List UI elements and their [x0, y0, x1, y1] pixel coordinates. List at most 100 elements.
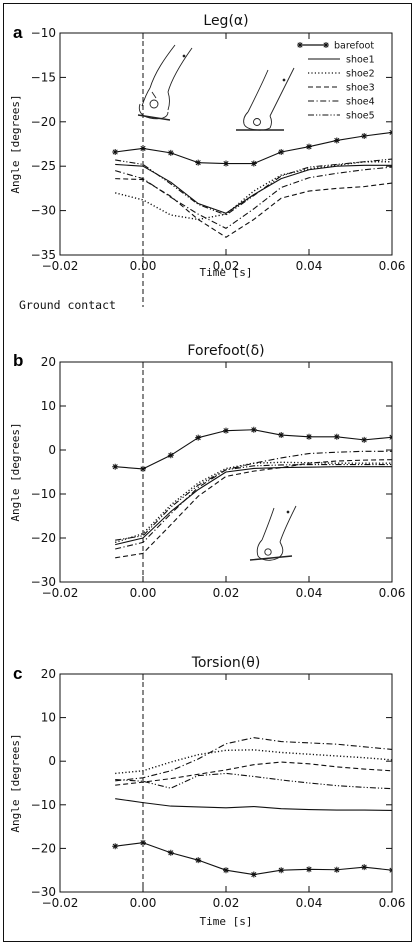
x-axis-label: Time [s]: [200, 915, 253, 928]
star-marker: [278, 867, 285, 874]
plot-area-frame: [59, 32, 393, 256]
legend-entry-shoe4: shoe4: [308, 97, 375, 108]
y-tick-label: −20: [31, 841, 56, 855]
legend-label: shoe4: [346, 97, 375, 108]
x-tick-label: 0.00: [130, 586, 157, 600]
x-tick-label: 0.04: [296, 896, 323, 910]
series-line-shoe3: [115, 459, 392, 559]
star-marker: [223, 427, 229, 434]
y-tick-label: −30: [31, 575, 56, 589]
panel-letter: b: [13, 351, 23, 370]
legend-marker-star: [323, 42, 329, 48]
x-tick-label: 0.06: [379, 896, 406, 910]
series-line-shoe2: [114, 461, 392, 544]
star-marker: [112, 148, 119, 155]
y-tick-label: 10: [41, 711, 56, 725]
y-tick-label: 0: [48, 443, 56, 457]
series-line-shoe5: [115, 158, 392, 216]
leg-sketch-drawing: [137, 44, 193, 121]
series-line-shoe4: [115, 166, 392, 229]
y-axis-label: Angle [degrees]: [9, 94, 22, 193]
star-marker: [389, 867, 392, 874]
legend-entry-shoe2: shoe2: [308, 69, 375, 80]
y-tick-label: −15: [31, 70, 56, 84]
star-marker: [140, 465, 146, 472]
series-line-shoe4: [115, 737, 392, 782]
x-tick-label: 0.00: [130, 896, 157, 910]
star-marker: [140, 145, 146, 152]
y-tick-label: 0: [48, 754, 56, 768]
x-tick-label: 0.04: [296, 586, 323, 600]
star-marker: [306, 143, 312, 150]
plot-area-frame: [59, 673, 393, 893]
series-line-shoe4: [115, 450, 392, 550]
panel-b: b Forefoot(δ) Angle [degrees] −0.02 0.00 0…: [9, 343, 405, 600]
star-marker: [223, 867, 229, 874]
y-axis-label: Angle [degrees]: [9, 733, 22, 832]
star-marker: [333, 433, 340, 440]
star-marker: [306, 866, 312, 873]
series-line-shoe1: [115, 163, 392, 214]
star-marker: [389, 129, 392, 136]
legend-label: shoe3: [346, 83, 375, 94]
star-marker: [278, 432, 285, 439]
panel-letter: c: [13, 664, 22, 683]
y-tick-label: 10: [41, 399, 56, 413]
star-marker: [250, 871, 257, 878]
legend-entry-barefoot: barefoot: [297, 41, 374, 52]
legend-label: shoe2: [346, 69, 375, 80]
legend-label: shoe5: [346, 111, 375, 122]
y-tick-label: −20: [31, 115, 56, 129]
star-marker: [333, 137, 340, 144]
star-marker: [112, 463, 119, 470]
x-axis-label: Time [s]: [200, 266, 253, 279]
star-marker: [250, 426, 257, 433]
figure-frame: [3, 3, 412, 942]
series-line-shoe5: [115, 463, 392, 541]
star-marker: [140, 839, 146, 846]
star-marker: [112, 843, 119, 850]
y-tick-label: −25: [31, 159, 56, 173]
panel-a: a Leg(α) Time [s] Angle [degrees] Ground…: [9, 13, 405, 312]
axis-ticks: −0.02 0.00 0.02 0.04 0.06−10−15−20−25−30−35: [31, 26, 406, 273]
axis-ticks: −0.02 0.00 0.02 0.04 0.06 20 10 0 −10 −20 −30: [31, 667, 406, 910]
series-line-shoe2: [115, 161, 392, 221]
star-marker: [195, 434, 202, 441]
star-marker: [167, 452, 174, 459]
legend-marker-star: [297, 42, 303, 48]
y-tick-label: 20: [41, 667, 56, 681]
axis-ticks: −0.02 0.00 0.02 0.04 0.06 20 10 0 −10 −20 −30: [31, 355, 406, 600]
legend-entry-shoe5: shoe5: [308, 111, 375, 122]
x-tick-label: −0.02: [42, 259, 79, 273]
x-tick-label: −0.02: [42, 586, 79, 600]
y-tick-label: 20: [41, 355, 56, 369]
star-marker: [278, 148, 285, 155]
series-line-shoe3: [115, 761, 392, 786]
chart-title: Torsion(θ): [191, 655, 261, 671]
legend-label: shoe1: [346, 55, 375, 66]
star-marker: [195, 159, 202, 166]
star-marker: [361, 436, 368, 443]
y-tick-label: −30: [31, 204, 56, 218]
star-marker: [333, 866, 340, 873]
legend-entry-shoe3: shoe3: [308, 83, 375, 94]
legend-entry-shoe1: shoe1: [308, 55, 375, 66]
x-tick-label: 0.02: [213, 586, 240, 600]
series-line-barefoot: [115, 131, 392, 165]
chart-title: Forefoot(δ): [187, 343, 264, 359]
y-axis-label: Angle [degrees]: [9, 422, 22, 521]
star-marker: [167, 149, 174, 156]
star-marker: [306, 433, 312, 440]
y-tick-label: −35: [31, 248, 56, 262]
y-tick-label: −10: [31, 487, 56, 501]
legend-label: barefoot: [334, 41, 374, 52]
chart-title: Leg(α): [203, 13, 248, 29]
x-tick-label: 0.04: [296, 259, 323, 273]
legend: barefoot shoe1 shoe2 shoe3 shoe4 shoe5: [297, 41, 375, 122]
series-lines: [112, 129, 392, 238]
foot-sketch-drawing: [236, 67, 295, 131]
series-lines: [112, 737, 392, 878]
y-tick-label: −10: [31, 798, 56, 812]
foot-sketch-drawing: [249, 505, 297, 561]
